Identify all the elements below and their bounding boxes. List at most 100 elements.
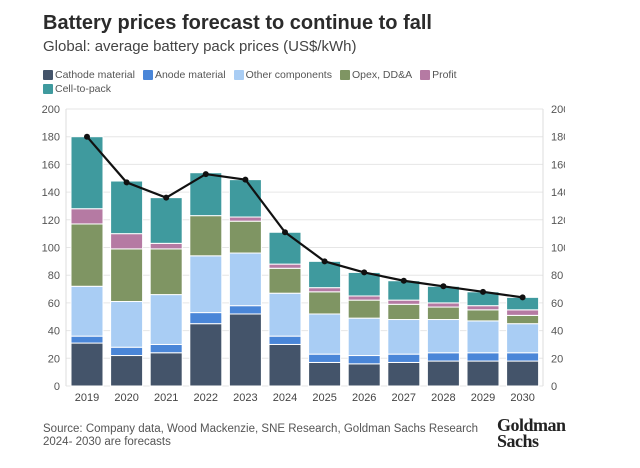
- legend-label: Anode material: [154, 69, 226, 81]
- chart-title: Battery prices forecast to continue to f…: [43, 12, 432, 34]
- left-tick-label: 80: [48, 270, 60, 282]
- price-point: [400, 277, 407, 284]
- chart-subtitle: Global: average battery pack prices (US$…: [43, 38, 357, 55]
- x-tick-label: 2028: [431, 392, 455, 404]
- price-point: [361, 269, 368, 276]
- bar-segment: [149, 343, 183, 354]
- bar-segment: [228, 220, 262, 254]
- legend-swatch: [339, 70, 350, 80]
- left-tick-label: 200: [42, 104, 60, 116]
- left-tick-label: 100: [42, 243, 60, 255]
- x-tick-label: 2021: [154, 392, 178, 404]
- bar-segment: [387, 353, 421, 363]
- price-point: [163, 194, 170, 201]
- price-point: [480, 288, 486, 295]
- bar-segment: [466, 305, 500, 311]
- right-tick-label: 120: [551, 215, 569, 227]
- x-tick-label: 2026: [352, 392, 376, 404]
- bar-segment: [426, 360, 460, 387]
- legend-swatch: [43, 84, 53, 94]
- bar-segment: [228, 305, 262, 315]
- bar-segment: [268, 267, 302, 294]
- x-tick-label: 2019: [75, 392, 99, 404]
- legend-label: Opex, DD&A: [351, 69, 413, 81]
- bar-segment: [506, 323, 540, 354]
- bar-segment: [110, 301, 144, 348]
- bar-segment: [426, 352, 460, 362]
- legend-label: Cell-to-pack: [55, 83, 112, 95]
- bar-segment: [189, 215, 223, 257]
- x-tick-label: 2025: [312, 392, 336, 404]
- bar-segment: [70, 136, 104, 210]
- source-note: Source: Company data, Wood Mackenzie, SN…: [43, 423, 478, 449]
- bar-segment: [426, 306, 460, 321]
- bar-segment: [387, 361, 421, 387]
- left-tick-label: 140: [42, 187, 60, 199]
- price-point: [519, 294, 526, 301]
- price-point: [242, 176, 249, 183]
- right-tick-label: 40: [551, 326, 563, 338]
- bar-segment: [466, 360, 500, 387]
- bar-segment: [387, 299, 421, 305]
- bar-segment: [347, 363, 381, 387]
- bar-segment: [110, 355, 144, 387]
- bar-segment: [308, 313, 342, 355]
- left-tick-label: 60: [48, 298, 60, 310]
- bar-segment: [506, 360, 540, 387]
- bar-segment: [189, 323, 223, 387]
- x-tick-label: 2020: [114, 392, 138, 404]
- bar-segment: [189, 255, 223, 314]
- logo-line-1: Goldman: [497, 415, 566, 435]
- bar-segment: [308, 361, 342, 387]
- right-tick-label: 160: [551, 159, 569, 171]
- legend-swatch: [43, 70, 53, 80]
- bar-segment: [110, 346, 144, 357]
- legend-label: Profit: [432, 69, 457, 81]
- legend-swatch: [142, 70, 153, 80]
- bar-segment: [426, 302, 460, 308]
- price-point: [321, 258, 328, 265]
- price-point: [123, 179, 130, 186]
- left-tick-label: 160: [42, 159, 60, 171]
- bar-segment: [70, 223, 104, 287]
- right-tick-label: 140: [551, 187, 569, 199]
- legend-swatch: [420, 70, 431, 80]
- left-tick-label: 0: [54, 381, 60, 393]
- legend: Cathode material Anode material Other comp…: [43, 69, 513, 97]
- legend-item: Cathode material: [43, 69, 135, 81]
- bar-segment: [308, 353, 342, 363]
- left-tick-label: 40: [48, 326, 60, 338]
- forecast-note: 2024- 2030 are forecasts: [43, 436, 171, 448]
- bar-segment: [506, 309, 540, 316]
- bar-segment: [308, 287, 342, 293]
- x-tick-label: 2027: [392, 392, 416, 404]
- bar-segment: [70, 342, 104, 387]
- left-tick-label: 180: [42, 132, 60, 144]
- legend-item: Other components: [233, 69, 332, 81]
- bar-segment: [347, 295, 381, 301]
- bar-segment: [426, 319, 460, 354]
- bar-segment: [308, 291, 342, 315]
- right-tick-label: 0: [551, 381, 557, 393]
- x-tick-label: 2030: [510, 392, 534, 404]
- legend-item: Anode material: [142, 69, 226, 81]
- price-point: [282, 229, 288, 236]
- x-tick-label: 2023: [233, 392, 257, 404]
- bar-segment: [347, 317, 381, 357]
- left-tick-label: 20: [48, 353, 60, 365]
- right-tick-label: 100: [551, 243, 569, 255]
- bar-segment: [506, 314, 540, 325]
- bar-segment: [347, 299, 381, 319]
- bar-segment: [268, 343, 302, 387]
- x-tick-label: 2029: [471, 392, 495, 404]
- bar-segment: [149, 248, 183, 296]
- legend-label: Other components: [245, 69, 332, 81]
- bar-segment: [149, 294, 183, 345]
- price-point: [84, 133, 90, 140]
- bar-segment: [110, 248, 144, 303]
- bar-segment: [466, 320, 500, 354]
- bar-segment: [228, 252, 262, 307]
- bar-segment: [189, 172, 223, 217]
- bar-segment: [506, 352, 540, 362]
